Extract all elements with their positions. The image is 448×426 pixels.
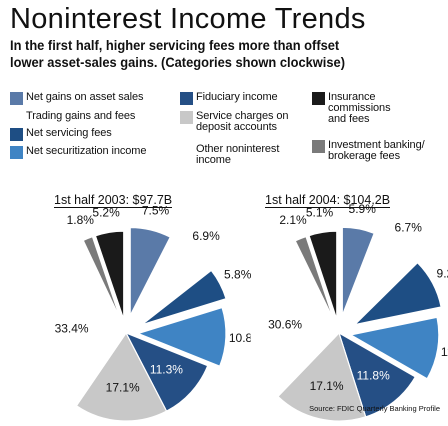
slice-label: 9.2%: [437, 267, 448, 281]
slice-label: 5.2%: [92, 206, 120, 220]
legend-label: Net gains on asset sales: [26, 91, 144, 103]
pie-2004: 5.9% 6.7% 9.2% 11.5% 11.8% 17.1% 30.6% 2.1%5.1%: [250, 202, 448, 422]
source-note: Source: FDIC Quarterly Banking Profile: [309, 404, 440, 413]
pie-slice: [337, 331, 417, 418]
legend-label: Net securitization income: [26, 145, 147, 157]
chart-subtitle: In the first half, higher servicing fees…: [10, 37, 407, 71]
pie-2003-title-text: 1st half 2003: $97.7B: [54, 193, 173, 208]
legend-label: Trading gains and fees: [26, 110, 136, 122]
pie-2004-title: 1st half 2004: $104.2B: [265, 193, 391, 208]
subtitle-line-1: In the first half, higher servicing fees…: [10, 37, 340, 53]
pie-slice: [341, 226, 375, 316]
pie-2003: 7.5%6.9%5.8%10.8%11.3%17.1%33.4%1.8%5.2%: [37, 204, 263, 422]
legend-label: Service charges on deposit accounts: [196, 110, 289, 133]
slice-label: 5.1%: [306, 206, 334, 220]
legend-label: Net servicing fees: [26, 127, 112, 139]
slice-label: 11.5%: [441, 345, 448, 359]
pie-slice: [129, 226, 172, 316]
legend-swatch: [10, 146, 23, 159]
legend-item-investment: Investment banking/ brokerage fees: [312, 140, 448, 162]
legend-label: Insurance commissions and fees: [328, 91, 391, 125]
legend-swatch: [10, 92, 23, 105]
legend-item-other: Other noninterest income: [180, 144, 286, 166]
legend-item-fiduciary: Fiduciary income: [180, 92, 278, 105]
pie-slice: [82, 235, 122, 321]
legend-item-net-gains: Net gains on asset sales: [10, 91, 144, 105]
pie-slice: [308, 230, 338, 320]
slice-label: 2.1%: [279, 213, 307, 227]
slice-label: 11.8%: [357, 369, 390, 383]
slice-label: 5.9%: [349, 202, 377, 216]
legend-item-insurance: Insurance commissions and fees: [312, 92, 403, 125]
pie-slice: [250, 253, 340, 398]
pie-slice: [37, 252, 127, 407]
legend-item-servicing: Net servicing fees: [10, 128, 112, 141]
pie-slice: [141, 269, 227, 326]
legend-swatch: [312, 140, 325, 153]
chart-title: Noninterest Income Trends: [10, 3, 366, 35]
pie-slice: [277, 331, 367, 422]
slice-label: 17.1%: [106, 381, 140, 395]
legend-swatch: [10, 128, 23, 141]
pie-slice: [136, 306, 227, 367]
slice-label: 7.5%: [142, 204, 170, 218]
slice-label: 1.8%: [67, 213, 95, 227]
legend-item-securitization: Net securitization income: [10, 146, 146, 159]
slice-label: 6.9%: [192, 229, 220, 243]
legend-swatch: [312, 92, 325, 105]
slice-label: 17.1%: [310, 379, 344, 393]
slice-label: 5.8%: [224, 268, 252, 282]
slice-label: 11.3%: [150, 363, 183, 377]
pie-slice: [94, 230, 125, 320]
slice-label: 33.4%: [55, 322, 89, 336]
legend-item-service-charges: Service charges on deposit accounts: [180, 111, 291, 133]
pie-slice: [124, 331, 209, 412]
pie-2003-title: 1st half 2003: $97.7B: [54, 193, 173, 208]
legend-swatch: [180, 111, 193, 124]
pie-slice: [294, 235, 335, 321]
pie-slice: [75, 331, 168, 422]
legend-label: Investment banking/ brokerage fees: [328, 139, 425, 162]
subtitle-line-2: lower asset-sales gains. (Categories sho…: [10, 54, 346, 70]
slice-label: 30.6%: [268, 318, 302, 332]
pie-2004-title-text: 1st half 2004: $104.2B: [265, 193, 391, 208]
slice-label: 6.7%: [395, 221, 423, 235]
pie-slice: [348, 235, 413, 319]
pie-slice: [349, 316, 440, 380]
legend-label: Fiduciary income: [196, 91, 278, 103]
legend-item-trading: Trading gains and fees: [10, 111, 135, 124]
pie-slice: [136, 239, 208, 320]
pie-slice: [353, 261, 442, 326]
legend-swatch: [180, 92, 193, 105]
legend-label: Other noninterest income: [196, 143, 280, 166]
